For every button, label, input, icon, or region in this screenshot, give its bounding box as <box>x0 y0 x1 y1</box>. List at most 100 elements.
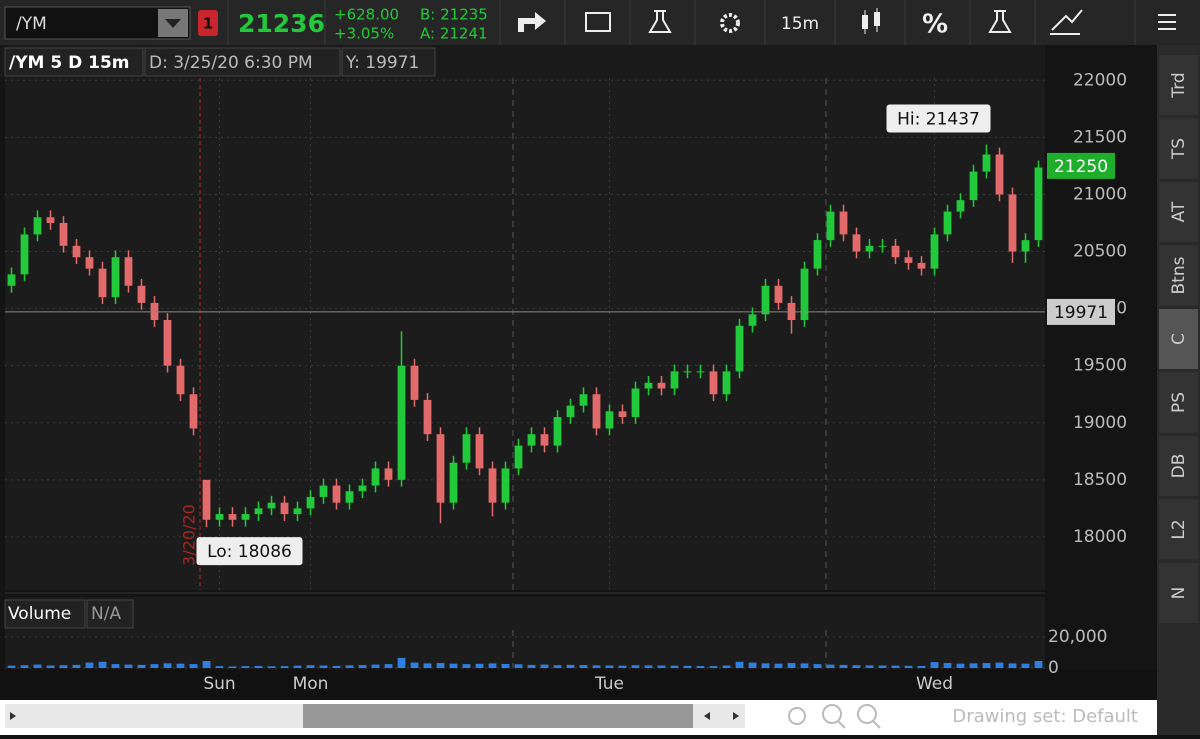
y-tick-label: 18000 <box>1073 527 1127 547</box>
interval[interactable]: 15m <box>781 14 819 34</box>
candle-body <box>878 245 887 247</box>
side-tab-label[interactable]: L2 <box>1169 519 1189 539</box>
volume-bar <box>735 661 744 668</box>
volume-bar <box>85 662 94 668</box>
symbol[interactable]: /YM <box>16 14 47 34</box>
info-icon[interactable] <box>585 12 611 32</box>
candle-body <box>995 154 1004 195</box>
date-box <box>144 47 341 77</box>
side-tab-label[interactable]: Trd <box>1169 72 1189 98</box>
side-tab[interactable] <box>1159 182 1198 242</box>
percent-icon[interactable]: % <box>922 10 948 40</box>
volume-bar <box>423 663 432 668</box>
drawing-set[interactable]: Drawing set: Default <box>952 706 1138 727</box>
candle-body <box>904 257 913 263</box>
volume-bar <box>631 665 640 668</box>
candle-body <box>631 388 640 418</box>
y-tick-label: 20500 <box>1073 242 1127 262</box>
volume-bar <box>384 664 393 668</box>
volume-bar <box>449 663 458 668</box>
volume-bar <box>241 666 250 668</box>
side-tab[interactable] <box>1159 499 1198 560</box>
side-tab[interactable] <box>1159 563 1198 623</box>
candle-body <box>865 245 874 252</box>
candle-body <box>488 468 497 503</box>
volume-bar <box>930 662 939 668</box>
date-marker: 3/20/20 <box>180 504 199 566</box>
candle-body <box>189 394 198 429</box>
candle-body <box>839 211 848 235</box>
chart-style-icon[interactable] <box>862 8 880 34</box>
scroll-thumb[interactable] <box>303 704 693 728</box>
volume-bar <box>748 662 757 668</box>
hi-label-box <box>886 104 991 133</box>
candle-body <box>332 485 341 503</box>
side-tab-label[interactable]: DB <box>1169 454 1189 479</box>
price-axis <box>1045 45 1157 670</box>
ask: A: 21241 <box>420 25 488 43</box>
candle-body <box>20 234 29 275</box>
strategies-icon[interactable] <box>988 10 1012 33</box>
side-tab-label[interactable]: Btns <box>1169 256 1189 294</box>
volume-bar <box>488 663 497 668</box>
volume-bar <box>839 664 848 668</box>
time-axis <box>0 670 1157 698</box>
candle-body <box>7 274 16 286</box>
volume-bar <box>332 665 341 668</box>
zoom-tools[interactable] <box>788 704 881 729</box>
side-tab[interactable] <box>1159 436 1198 496</box>
volume-bar <box>98 661 107 668</box>
volume-bar <box>176 663 185 668</box>
volume-bar <box>111 664 120 668</box>
y-box <box>341 47 436 77</box>
side-tab[interactable] <box>1159 372 1198 433</box>
candle-body <box>85 257 94 269</box>
drawings-icon[interactable] <box>1050 9 1083 35</box>
side-tab[interactable] <box>1159 55 1198 115</box>
volume-bar <box>657 665 666 668</box>
volume-bar <box>813 664 822 668</box>
side-tab-label[interactable]: PS <box>1169 392 1189 413</box>
volume-bar <box>33 664 42 668</box>
side-tab-label[interactable]: AT <box>1169 201 1189 222</box>
candle-body <box>891 245 900 258</box>
volume-bar <box>163 663 172 668</box>
volume-bar <box>202 661 211 668</box>
volume-bar <box>7 665 16 668</box>
candle-body <box>267 502 276 509</box>
y-tick-label: 19500 <box>1073 356 1127 376</box>
side-tab[interactable] <box>1159 118 1198 179</box>
menu-icon[interactable] <box>1158 14 1176 30</box>
candle-body <box>254 508 263 515</box>
side-tab-label[interactable]: C <box>1169 333 1189 345</box>
candle-body <box>228 514 237 520</box>
studies-icon[interactable] <box>648 10 672 33</box>
candle-body <box>644 382 653 389</box>
candle-body <box>683 371 692 373</box>
share-icon[interactable] <box>518 12 546 32</box>
alert-badge[interactable] <box>198 10 218 36</box>
side-tab[interactable] <box>1159 245 1198 306</box>
volume-bar <box>995 662 1004 668</box>
candle-body <box>46 217 55 223</box>
side-tab[interactable] <box>1159 309 1198 369</box>
volume-status-box <box>86 599 134 629</box>
candle-body <box>657 382 666 389</box>
net-change: +628.00 <box>334 6 399 24</box>
volume-bar <box>1021 663 1030 668</box>
candle-body <box>384 468 393 480</box>
volume-bar <box>527 664 536 668</box>
scroll-left[interactable] <box>5 704 303 728</box>
candle-body <box>930 234 939 269</box>
candle-body <box>397 365 406 480</box>
title-box <box>4 47 144 77</box>
side-tab-label[interactable]: N <box>1169 587 1189 600</box>
candle-body <box>540 434 549 446</box>
settings-icon[interactable] <box>720 13 740 33</box>
volume-bar <box>319 665 328 668</box>
candle-body <box>709 371 718 395</box>
candle-body <box>306 496 315 509</box>
side-tab-label[interactable]: TS <box>1169 138 1189 160</box>
